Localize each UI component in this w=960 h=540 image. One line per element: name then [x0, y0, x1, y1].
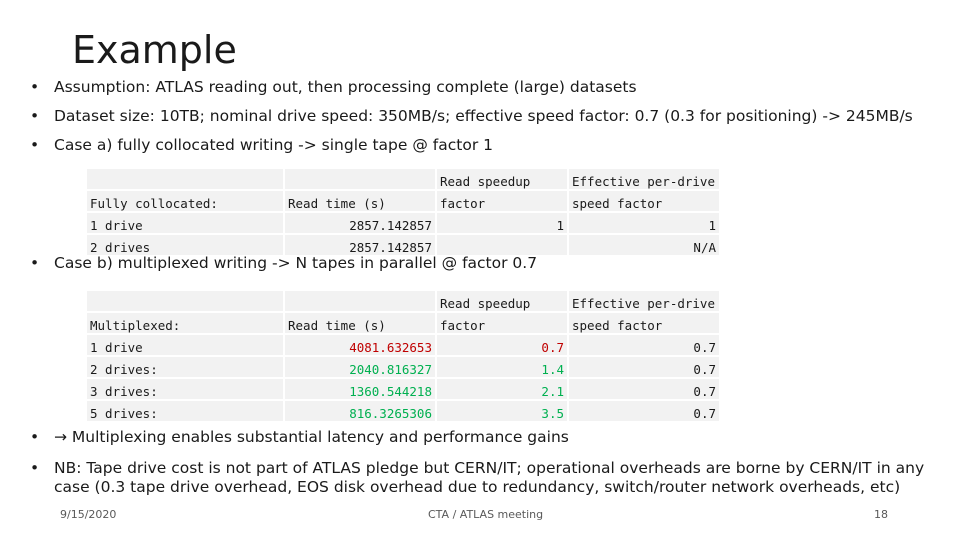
read-time-value: 816.3265306: [284, 400, 436, 422]
effective-value: 0.7: [568, 356, 720, 378]
speedup-value: 3.5: [436, 400, 568, 422]
speedup-value: 1.4: [436, 356, 568, 378]
bullet-dot-icon: •: [30, 254, 40, 272]
footer-page-number: 18: [874, 508, 888, 521]
header-effective-2: speed factor: [568, 312, 720, 334]
bullet-dot-icon: •: [30, 428, 40, 446]
bullet-dot-icon: •: [30, 136, 40, 154]
speedup-value: 1: [436, 212, 568, 234]
bullet-dot-icon: •: [30, 107, 40, 125]
table-row: 3 drives: 1360.544218 2.1 0.7: [86, 378, 720, 400]
footer-title: CTA / ATLAS meeting: [428, 508, 544, 521]
header-label: Fully collocated:: [86, 190, 284, 212]
bullet-dot-icon: •: [30, 459, 40, 477]
header-read-time: Read time (s): [284, 312, 436, 334]
row-label: 2 drives: [86, 234, 284, 256]
effective-value: 0.7: [568, 378, 720, 400]
read-time-value: 2040.816327: [284, 356, 436, 378]
footer-date: 9/15/2020: [60, 508, 117, 521]
effective-value: N/A: [568, 234, 720, 256]
effective-value: 0.7: [568, 334, 720, 356]
table-header-row: Read speedup Effective per-drive: [86, 168, 720, 190]
table-multiplexed: Read speedup Effective per-drive Multipl…: [86, 290, 720, 422]
read-time-value: 2857.142857: [284, 234, 436, 256]
table-row: 5 drives: 816.3265306 3.5 0.7: [86, 400, 720, 422]
table-fully-collocated: Read speedup Effective per-drive Fully c…: [86, 168, 720, 256]
table-row: 2 drives 2857.142857 N/A: [86, 234, 720, 256]
row-label: 2 drives:: [86, 356, 284, 378]
effective-value: 0.7: [568, 400, 720, 422]
header-speedup: Read speedup: [436, 290, 568, 312]
row-label: 1 drive: [86, 212, 284, 234]
header-speedup-2: factor: [436, 312, 568, 334]
header-effective-2: speed factor: [568, 190, 720, 212]
read-time-value: 2857.142857: [284, 212, 436, 234]
speedup-value: [436, 234, 568, 256]
table-row: 1 drive 2857.142857 1 1: [86, 212, 720, 234]
bullet-dot-icon: •: [30, 78, 40, 96]
header-read-time: Read time (s): [284, 190, 436, 212]
row-label: 1 drive: [86, 334, 284, 356]
header-effective: Effective per-drive: [568, 168, 720, 190]
table-row: 1 drive 4081.632653 0.7 0.7: [86, 334, 720, 356]
header-effective: Effective per-drive: [568, 290, 720, 312]
header-speedup: Read speedup: [436, 168, 568, 190]
header-label: Multiplexed:: [86, 312, 284, 334]
table-header-row-2: Fully collocated: Read time (s) factor s…: [86, 190, 720, 212]
table-header-row: Read speedup Effective per-drive: [86, 290, 720, 312]
row-label: 3 drives:: [86, 378, 284, 400]
speedup-value: 0.7: [436, 334, 568, 356]
table-row: 2 drives: 2040.816327 1.4 0.7: [86, 356, 720, 378]
speedup-value: 2.1: [436, 378, 568, 400]
slide-title: Example: [72, 28, 237, 72]
header-speedup-2: factor: [436, 190, 568, 212]
read-time-value: 1360.544218: [284, 378, 436, 400]
effective-value: 1: [568, 212, 720, 234]
read-time-value: 4081.632653: [284, 334, 436, 356]
table-header-row-2: Multiplexed: Read time (s) factor speed …: [86, 312, 720, 334]
row-label: 5 drives:: [86, 400, 284, 422]
